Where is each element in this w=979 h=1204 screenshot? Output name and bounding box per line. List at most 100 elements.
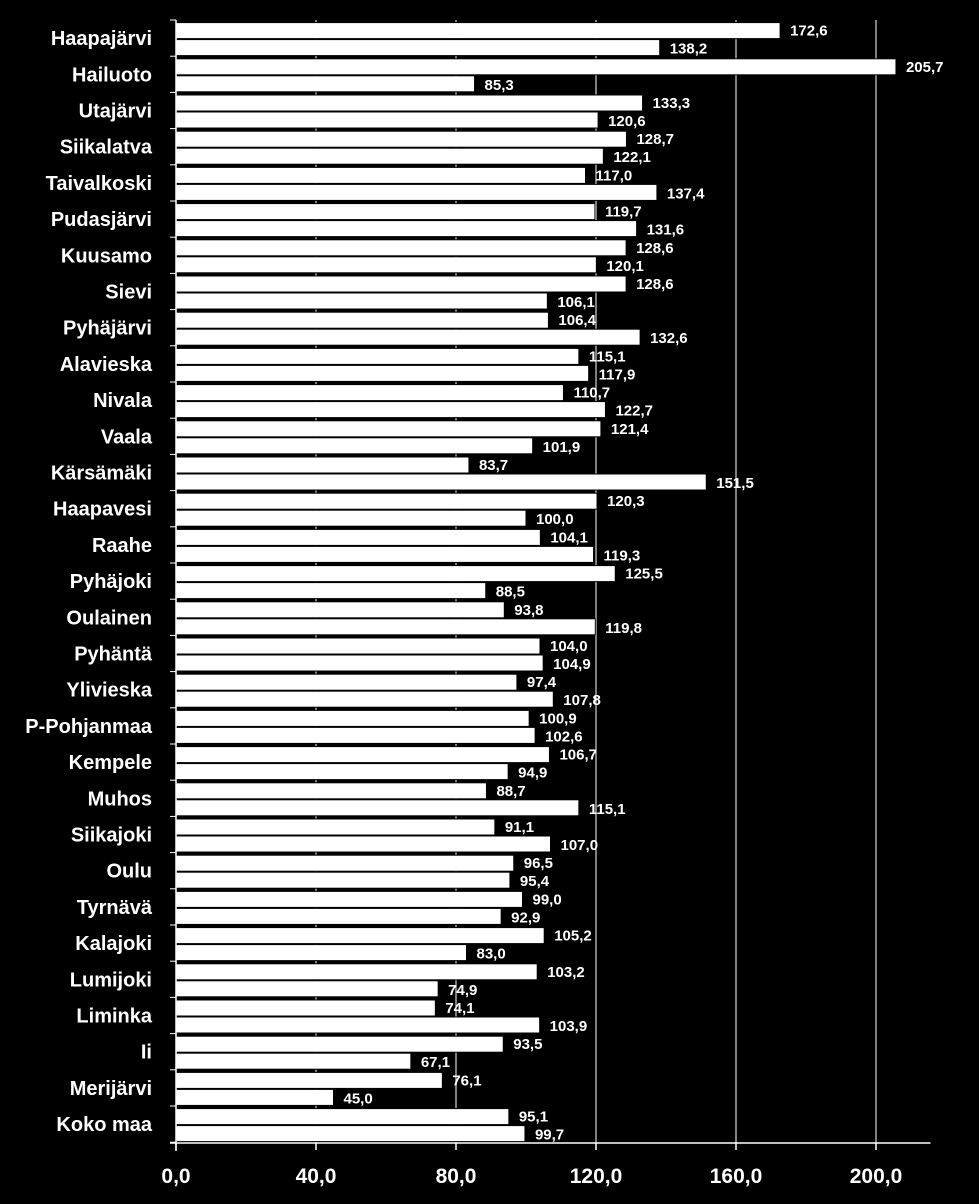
category-label: Siikajoki — [71, 825, 152, 847]
value-label-series-2: 138,2 — [670, 41, 708, 58]
value-label-series-1: 115,1 — [589, 348, 626, 365]
bar-series-1 — [175, 637, 541, 655]
bar-series-1 — [175, 1035, 504, 1053]
category-label: Pyhäjärvi — [63, 318, 152, 340]
category-label: Oulu — [106, 861, 152, 883]
value-label-series-1: 110,7 — [573, 385, 610, 402]
value-labels: 172,6138,2205,785,3133,3120,6128,7122,11… — [344, 23, 944, 1144]
category-label: Oulainen — [66, 607, 152, 629]
value-label-series-1: 103,2 — [547, 964, 585, 981]
bar-series-1 — [175, 782, 487, 800]
category-label: Muhos — [88, 788, 152, 810]
bar-series-2 — [175, 654, 544, 672]
x-tick-label: 160,0 — [710, 1165, 763, 1188]
bar-series-2 — [175, 256, 597, 274]
value-label-series-2: 101,9 — [543, 439, 581, 456]
category-label: Koko maa — [56, 1114, 152, 1136]
value-label-series-2: 94,9 — [518, 765, 547, 782]
value-label-series-1: 88,7 — [496, 783, 525, 800]
value-label-series-2: 88,5 — [496, 584, 525, 601]
x-tick-label: 80,0 — [436, 1165, 477, 1188]
category-label: Siikalatva — [60, 137, 153, 159]
category-label: Taivalkoski — [46, 173, 152, 195]
value-label-series-1: 128,6 — [636, 240, 674, 257]
category-label: Haapajärvi — [51, 28, 152, 50]
bar-series-1 — [175, 22, 781, 40]
value-label-series-1: 96,5 — [524, 855, 553, 872]
value-label-series-1: 104,1 — [550, 529, 588, 546]
bar-series-1 — [175, 166, 586, 184]
value-label-series-2: 102,6 — [545, 728, 583, 745]
value-label-series-2: 92,9 — [511, 909, 540, 926]
bar-series-1 — [175, 528, 541, 546]
category-label: Vaala — [101, 426, 153, 448]
bar-series-1 — [175, 311, 549, 329]
category-labels: Haapajärvi Hailuoto Utajärvi Siikalatva Taiv… — [25, 28, 153, 1136]
value-label-series-2: 137,4 — [667, 185, 705, 202]
value-label-series-2: 120,1 — [606, 258, 644, 275]
value-label-series-2: 117,9 — [599, 366, 636, 383]
bar-series-1 — [175, 384, 564, 402]
value-label-series-2: 106,1 — [557, 294, 595, 311]
value-label-series-1: 106,4 — [558, 312, 596, 329]
bar-series-2 — [175, 473, 707, 491]
bar-series-1 — [175, 963, 538, 981]
value-label-series-2: 95,4 — [520, 873, 550, 890]
value-label-series-1: 76,1 — [452, 1072, 481, 1089]
value-label-series-1: 99,0 — [533, 891, 562, 908]
bar-series-2 — [175, 1088, 334, 1106]
bar-series-1 — [175, 565, 616, 583]
bar-series-2 — [175, 183, 658, 201]
value-label-series-2: 132,6 — [650, 330, 688, 347]
category-label: Hailuoto — [72, 64, 152, 86]
value-label-series-1: 120,3 — [607, 493, 645, 510]
category-label: Haapavesi — [53, 499, 152, 521]
bar-series-1 — [175, 999, 436, 1017]
bar-series-1 — [175, 746, 550, 764]
value-label-series-1: 119,7 — [605, 204, 642, 221]
bar-series-1 — [175, 420, 602, 438]
category-label: Raahe — [92, 535, 152, 557]
category-label: Sievi — [105, 282, 152, 304]
value-label-series-2: 122,7 — [615, 403, 653, 420]
value-label-series-2: 107,0 — [561, 837, 599, 854]
value-label-series-2: 45,0 — [344, 1090, 373, 1107]
bar-series-1 — [175, 203, 596, 221]
value-label-series-1: 128,6 — [636, 276, 674, 293]
bar-series-2 — [175, 944, 467, 962]
category-label: Liminka — [76, 1006, 152, 1028]
value-label-series-1: 93,5 — [513, 1036, 542, 1053]
bar-series-1 — [175, 601, 505, 619]
category-label: Ii — [141, 1042, 152, 1064]
bar-series-1 — [175, 673, 518, 691]
value-label-series-2: 99,7 — [535, 1127, 564, 1144]
value-label-series-1: 105,2 — [554, 928, 592, 945]
value-label-series-1: 205,7 — [906, 59, 944, 76]
bar-series-1 — [175, 130, 627, 148]
bar-series-2 — [175, 690, 554, 708]
bar-series-1 — [175, 1071, 443, 1089]
category-label: Utajärvi — [79, 101, 152, 123]
bar-series-1 — [175, 275, 627, 293]
bar-series-2 — [175, 75, 476, 93]
value-label-series-1: 100,9 — [539, 710, 577, 727]
value-label-series-2: 151,5 — [716, 475, 754, 492]
value-label-series-1: 74,1 — [445, 1000, 474, 1017]
bar-series-1 — [175, 927, 545, 945]
x-tick-label: 120,0 — [570, 1165, 623, 1188]
bar-series-2 — [175, 401, 606, 419]
category-label: Pudasjärvi — [51, 209, 152, 231]
bar-series-2 — [175, 292, 548, 310]
category-label: Kuusamo — [61, 245, 152, 267]
bar-series-1 — [175, 854, 515, 872]
category-label: Ylivieska — [66, 680, 153, 702]
value-label-series-1: 121,4 — [611, 421, 649, 438]
category-label: P-Pohjanmaa — [25, 716, 153, 738]
value-label-series-2: 120,6 — [608, 113, 646, 130]
bar-series-1 — [175, 709, 530, 727]
x-tick-label: 40,0 — [296, 1165, 337, 1188]
value-label-series-2: 100,0 — [536, 511, 574, 528]
bar-series-2 — [175, 618, 596, 636]
bar-series-1 — [175, 890, 523, 908]
value-label-series-2: 119,3 — [604, 547, 641, 564]
